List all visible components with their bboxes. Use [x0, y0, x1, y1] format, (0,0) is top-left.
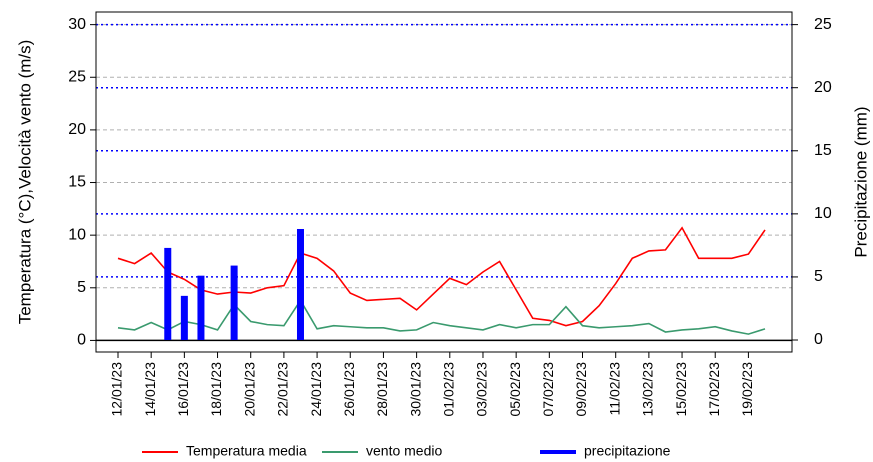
x-tick-label: 11/02/23 [606, 362, 622, 416]
x-tick-label: 05/02/23 [507, 362, 523, 417]
precip-bar [230, 265, 238, 341]
y-tick-label: 10 [68, 226, 86, 243]
y-tick-label: 0 [77, 332, 86, 349]
y-tick-label: 25 [68, 68, 86, 85]
x-tick-label: 30/01/23 [407, 362, 423, 417]
x-tick-label: 14/01/23 [142, 362, 158, 417]
precip-bar [164, 247, 172, 341]
x-tick-label: 18/01/23 [208, 362, 224, 417]
y2-tick-label: 0 [814, 331, 823, 348]
y-tick-label: 15 [68, 174, 86, 191]
x-tick-label: 07/02/23 [540, 362, 556, 417]
x-tick-label: 13/02/23 [640, 362, 656, 417]
y2-tick-label: 25 [814, 16, 832, 33]
precip-bar [180, 295, 188, 341]
y-tick-label: 30 [68, 16, 86, 33]
x-tick-label: 15/02/23 [673, 362, 689, 417]
y-tick-label: 5 [77, 279, 86, 296]
legend-label: vento medio [366, 443, 442, 459]
x-tick-label: 12/01/23 [109, 362, 125, 417]
x-tick-label: 03/02/23 [474, 362, 490, 417]
y2-tick-label: 5 [814, 268, 823, 285]
plot-frame [95, 11, 793, 353]
y2-axis-label: Precipitazione (mm) [851, 106, 870, 257]
precip-bar [296, 228, 304, 341]
x-tick-label: 09/02/23 [573, 362, 589, 417]
x-tick-label: 26/01/23 [341, 362, 357, 417]
legend-label: precipitazione [584, 443, 671, 459]
y2-tick-label: 15 [814, 142, 832, 159]
x-tick-label: 28/01/23 [374, 362, 390, 417]
precip-bar [197, 275, 205, 341]
y-tick-label: 20 [68, 121, 86, 138]
series-line [117, 298, 766, 335]
y-axis-label: Temperatura (°C),Velocità vento (m/s) [15, 40, 34, 325]
x-tick-label: 20/01/23 [241, 362, 257, 417]
x-tick-label: 01/02/23 [440, 362, 456, 417]
x-tick-label: 16/01/23 [175, 362, 191, 417]
x-tick-label: 17/02/23 [706, 362, 722, 417]
x-tick-label: 24/01/23 [308, 362, 324, 417]
y2-tick-label: 20 [814, 79, 832, 96]
x-tick-label: 19/02/23 [739, 362, 755, 417]
legend-label: Temperatura media [186, 443, 307, 459]
y2-tick-label: 10 [814, 205, 832, 222]
series-line [117, 226, 766, 327]
x-tick-label: 22/01/23 [275, 362, 291, 417]
